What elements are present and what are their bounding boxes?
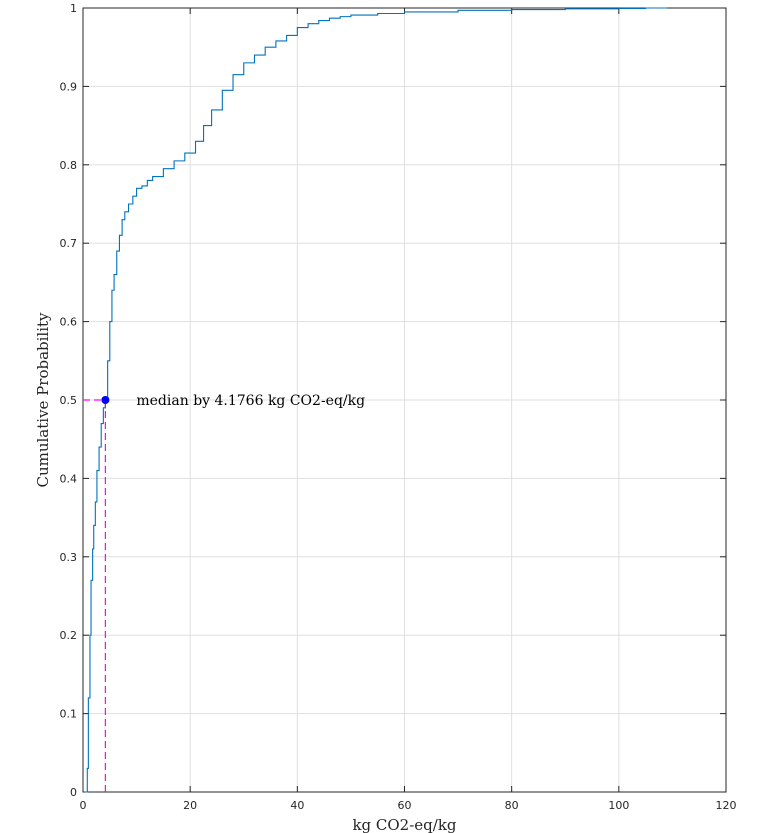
x-tick-label: 20 <box>183 799 197 812</box>
median-annotation: median by 4.1766 kg CO2-eq/kg <box>136 393 365 409</box>
y-tick-label: 0.6 <box>60 316 78 329</box>
y-tick-label: 0.5 <box>60 394 78 407</box>
y-tick-label: 0.4 <box>60 472 78 485</box>
x-axis-title: kg CO2-eq/kg <box>352 816 456 833</box>
x-tick-label: 40 <box>290 799 304 812</box>
median-marker <box>101 396 110 404</box>
y-tick-label: 1 <box>70 2 77 15</box>
median-guides <box>83 399 106 792</box>
y-axis-title: Cumulative Probability <box>34 312 52 488</box>
y-tick-label: 0.9 <box>60 80 78 93</box>
y-tick-label: 0.7 <box>60 237 78 250</box>
y-tick-label: 0.2 <box>60 629 78 642</box>
x-tick-label: 60 <box>398 799 412 812</box>
y-tick-label: 0.1 <box>60 708 78 721</box>
y-tick-label: 0.3 <box>60 551 78 564</box>
x-tick-label: 120 <box>716 799 737 812</box>
x-tick-label: 100 <box>608 799 629 812</box>
y-tick-label: 0.8 <box>60 159 78 172</box>
tick-labels: 0 20 40 60 80 100 120 0 0.1 0.2 0.3 0.4 0.5 0.6 0.7 0.8… <box>60 2 737 812</box>
y-tick-label: 0 <box>70 786 77 799</box>
x-tick-label: 0 <box>80 799 87 812</box>
x-tick-label: 80 <box>505 799 519 812</box>
cdf-series-line <box>84 7 668 793</box>
